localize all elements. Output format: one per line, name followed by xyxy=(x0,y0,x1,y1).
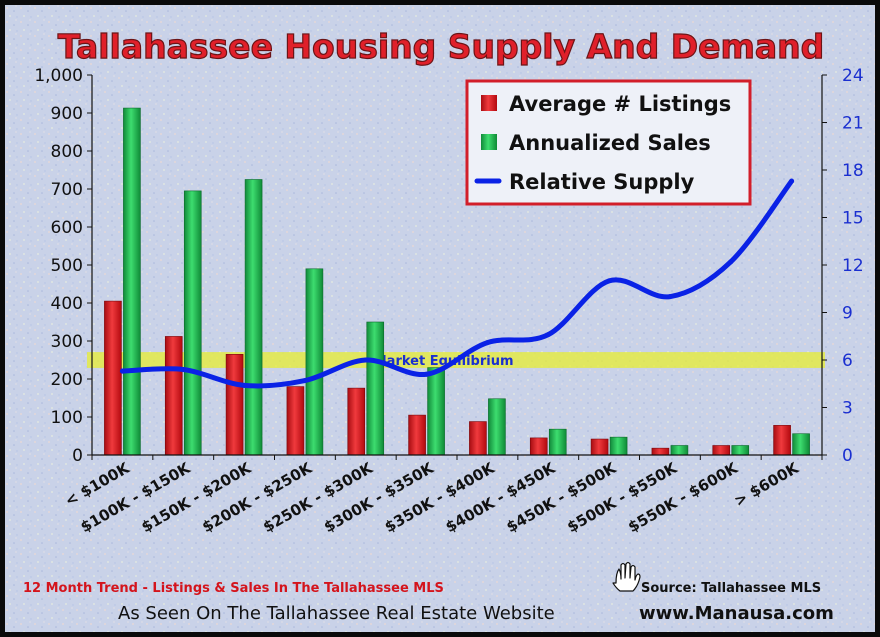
bar-sales-1 xyxy=(183,190,202,456)
website-link[interactable]: www.Manausa.com xyxy=(639,603,834,624)
left-tick-label-7: 700 xyxy=(51,180,83,200)
left-axis-ticks: 0 100 200 300 400 500 600 700 800 900 1,000 xyxy=(34,66,92,466)
bar-sales-4 xyxy=(366,321,385,456)
relative-supply-point-3 xyxy=(302,378,308,384)
legend-swatch-sales xyxy=(481,134,497,150)
chart-title: Tallahassee Housing Supply And Demand xyxy=(58,27,825,66)
relative-supply-point-8 xyxy=(606,278,612,284)
bar-listings-7 xyxy=(529,437,548,456)
seen-on-note: As Seen On The Tallahassee Real Estate W… xyxy=(118,603,555,624)
bar-sales-7 xyxy=(548,428,567,456)
right-tick-label-3: 9 xyxy=(842,304,853,324)
right-tick-label-2: 6 xyxy=(842,351,853,371)
right-tick-label-0: 0 xyxy=(842,446,853,466)
chart-canvas: Tallahassee Housing Supply And Demand Ma… xyxy=(5,5,875,632)
bar-sales-5 xyxy=(427,367,445,456)
relative-supply-point-5 xyxy=(424,371,430,377)
trend-note: 12 Month Trend - Listings & Sales In The… xyxy=(23,581,444,596)
right-tick-label-5: 15 xyxy=(842,209,864,229)
left-tick-label-10: 1,000 xyxy=(34,66,83,86)
left-tick-label-1: 100 xyxy=(51,408,83,428)
left-tick-label-6: 600 xyxy=(51,218,83,238)
left-tick-label-3: 300 xyxy=(51,332,83,352)
legend-label-supply: Relative Supply xyxy=(509,170,695,194)
relative-supply-point-1 xyxy=(180,367,186,372)
right-tick-label-8: 24 xyxy=(842,66,864,86)
left-tick-label-0: 0 xyxy=(72,446,83,466)
relative-supply-point-11 xyxy=(789,178,795,184)
bar-sales-0 xyxy=(123,107,141,456)
bar-listings-0 xyxy=(104,300,122,456)
bar-listings-10 xyxy=(712,445,731,456)
bar-listings-6 xyxy=(469,421,487,456)
relative-supply-point-0 xyxy=(119,368,125,374)
right-tick-label-1: 3 xyxy=(842,399,853,419)
bar-sales-11 xyxy=(792,433,810,456)
right-tick-label-4: 12 xyxy=(842,256,864,276)
bar-sales-9 xyxy=(670,445,689,456)
equilibrium-label: Market Equilibrium xyxy=(374,354,514,369)
legend-label-sales: Annualized Sales xyxy=(509,131,711,155)
right-axis-ticks: 0 3 6 9 12 15 18 21 24 xyxy=(822,66,864,466)
bar-listings-8 xyxy=(590,438,609,456)
legend-swatch-listings xyxy=(481,95,497,111)
hand-pointing-icon xyxy=(612,561,641,592)
right-tick-label-7: 21 xyxy=(842,114,864,134)
right-tick-label-6: 18 xyxy=(842,161,864,181)
bar-sales-3 xyxy=(305,268,324,456)
left-tick-label-5: 500 xyxy=(51,256,83,276)
relative-supply-line-layer xyxy=(119,178,795,389)
relative-supply-point-9 xyxy=(667,294,673,300)
relative-supply-point-4 xyxy=(363,357,369,363)
bar-listings-2 xyxy=(225,353,244,456)
left-tick-label-8: 800 xyxy=(51,142,83,162)
left-tick-label-9: 900 xyxy=(51,104,83,124)
bar-listings-5 xyxy=(408,414,426,456)
legend-label-listings: Average # Listings xyxy=(509,92,731,116)
bar-sales-2 xyxy=(244,179,263,456)
bar-listings-4 xyxy=(347,387,366,456)
source-note: Source: Tallahassee MLS xyxy=(641,581,821,596)
relative-supply-point-10 xyxy=(728,259,734,265)
bar-listings-11 xyxy=(773,425,791,456)
bar-sales-10 xyxy=(731,445,750,456)
left-tick-label-4: 400 xyxy=(51,294,83,314)
bar-sales-6 xyxy=(488,398,506,456)
relative-supply-point-7 xyxy=(545,332,551,338)
legend: Average # Listings Annualized Sales Rela… xyxy=(465,79,752,206)
relative-supply-point-2 xyxy=(241,382,247,388)
bar-listings-3 xyxy=(286,386,305,456)
left-tick-label-2: 200 xyxy=(51,370,83,390)
bar-listings-1 xyxy=(164,336,183,456)
bar-sales-8 xyxy=(609,436,628,456)
bar-listings-9 xyxy=(651,447,670,456)
legend-box xyxy=(465,79,752,206)
relative-supply-point-6 xyxy=(484,340,490,346)
